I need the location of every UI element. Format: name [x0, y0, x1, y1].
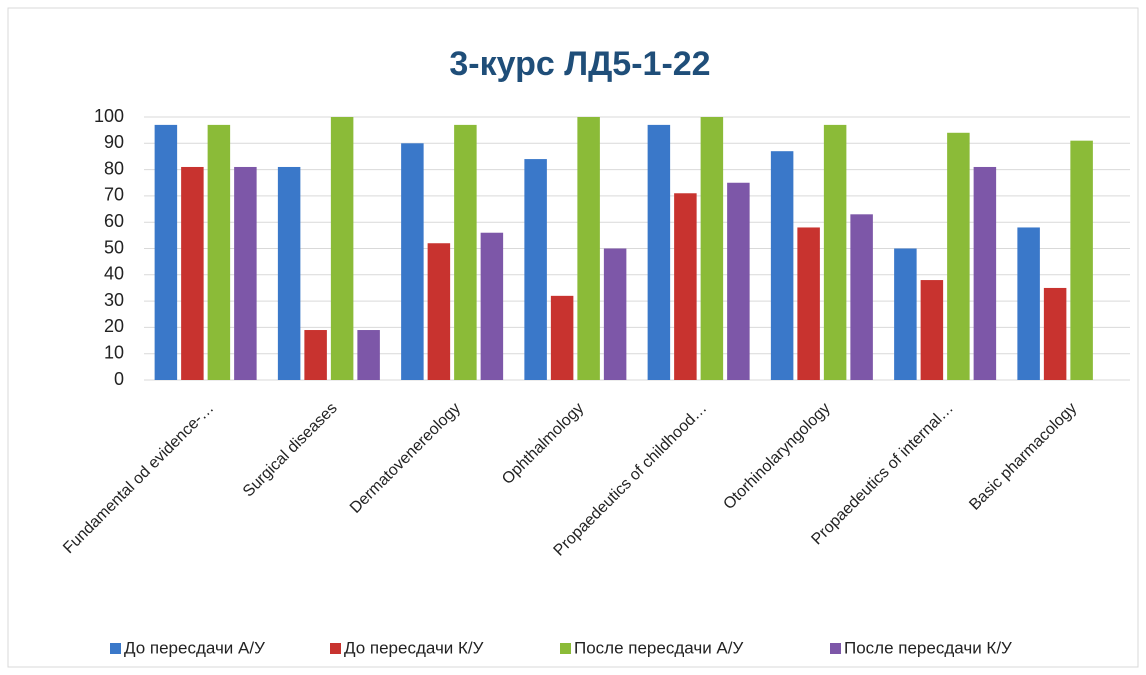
- legend-label: После пересдачи А/У: [574, 638, 743, 657]
- bar: [823, 124, 847, 380]
- bar: [700, 117, 724, 380]
- legend-swatch: [830, 643, 841, 654]
- bar: [304, 330, 327, 380]
- bar: [454, 124, 477, 380]
- y-tick-label: 70: [104, 185, 124, 205]
- bar: [770, 151, 794, 380]
- bar: [401, 143, 424, 380]
- bar: [973, 166, 997, 380]
- bar: [920, 280, 944, 380]
- y-tick-label: 40: [104, 264, 124, 284]
- bar: [154, 124, 178, 380]
- legend-swatch: [560, 643, 571, 654]
- bar: [577, 117, 600, 380]
- y-tick-label: 0: [114, 369, 124, 389]
- legend-swatch: [330, 643, 341, 654]
- bar: [1070, 140, 1093, 380]
- bar: [894, 248, 917, 380]
- bar: [1043, 287, 1067, 380]
- bar: [947, 132, 970, 380]
- bar: [480, 232, 504, 380]
- y-tick-label: 10: [104, 342, 124, 362]
- y-tick-label: 60: [104, 211, 124, 231]
- y-tick-label: 90: [104, 132, 124, 152]
- bar: [234, 166, 257, 380]
- bar: [647, 124, 671, 380]
- bar: [524, 159, 547, 380]
- bar: [277, 166, 301, 380]
- bar: [850, 214, 873, 380]
- legend-label: После пересдачи К/У: [844, 638, 1012, 657]
- y-tick-label: 30: [104, 290, 124, 310]
- bar: [330, 117, 354, 380]
- bar: [1017, 227, 1040, 380]
- y-tick-label: 50: [104, 237, 124, 257]
- legend-swatch: [110, 643, 121, 654]
- bar: [603, 248, 627, 380]
- bar: [797, 227, 820, 380]
- bar: [550, 295, 574, 380]
- chart-title: 3-курс ЛД5-1-22: [449, 45, 710, 83]
- bar: [427, 243, 451, 380]
- y-tick-label: 100: [94, 106, 124, 126]
- y-tick-label: 80: [104, 158, 124, 178]
- legend-label: До пересдачи А/У: [124, 638, 265, 657]
- legend-label: До пересдачи К/У: [344, 638, 484, 657]
- bar: [674, 193, 697, 380]
- bar: [357, 330, 380, 380]
- y-tick-label: 20: [104, 316, 124, 336]
- bar: [181, 166, 204, 380]
- bar: [207, 124, 231, 380]
- bar: [727, 182, 750, 380]
